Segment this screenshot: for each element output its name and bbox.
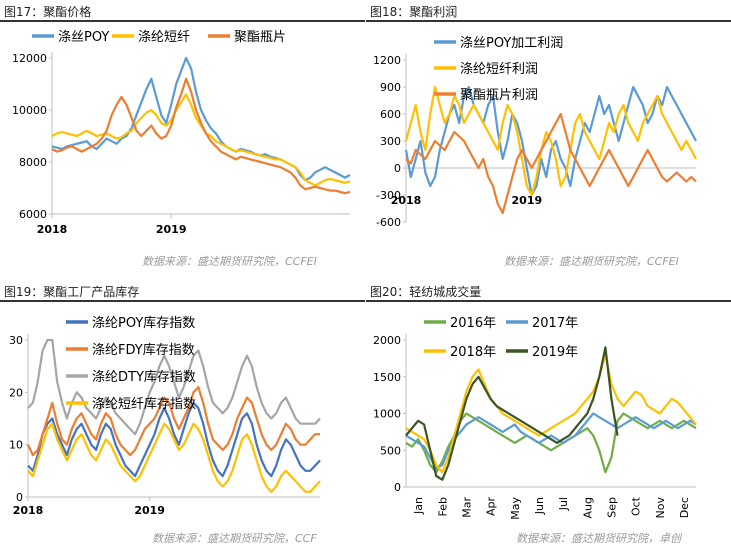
chart-panel-price: 图17：聚酯价格 6000 8000 10000 12000 2018 2019 涤丝POY…: [0, 0, 365, 270]
y-tick-label: 30: [9, 334, 23, 347]
y-tick-label: 0: [394, 162, 401, 175]
x-tick-label: Aug: [581, 497, 594, 518]
y-tick-label: 500: [380, 444, 401, 457]
chart-source: 数据来源：盛达期货研究院，卓创: [516, 532, 681, 545]
chart-svg: 6000 8000 10000 12000 2018 2019 涤丝POY 涤纶短纤 聚酯瓶片: [12, 30, 351, 236]
title-underline: [366, 300, 731, 302]
y-tick-label: 900: [380, 81, 401, 94]
legend-label: 涤纶短纤: [138, 30, 190, 45]
y-tick-label: 0: [394, 481, 401, 494]
legend-label: 2019年: [532, 345, 578, 360]
x-tick-label: Nov: [654, 497, 667, 519]
legend-label: 涤纶DTY库存指数: [92, 369, 196, 385]
chart-title: 图20：轻纺城成交量: [370, 285, 482, 299]
legend-label: 聚酯瓶片利润: [460, 88, 538, 103]
legend-label: 涤纶短纤库存指数: [92, 396, 196, 412]
x-tick-label: Oct: [630, 496, 643, 516]
x-tick-label: Dec: [678, 497, 691, 518]
title-underline: [366, 20, 731, 22]
chart-title: 图19：聚酯工厂产品库存: [4, 285, 140, 299]
x-tick-label: 2019: [134, 504, 165, 517]
legend-label: 2017年: [532, 316, 578, 331]
x-tick-label: Jun: [533, 497, 546, 515]
series-line: [405, 353, 697, 474]
legend-label: 涤丝POY: [58, 30, 109, 45]
y-tick-label: -600: [376, 216, 401, 229]
x-tick-label: May: [509, 497, 522, 520]
y-tick-label: 1200: [373, 54, 401, 67]
chart-svg: 0 10 20 30 2018 2019 涤纶POY库存指数涤纶FDY库存指数涤纶DTY库存…: [9, 315, 321, 517]
legend-label: 涤纶POY库存指数: [92, 315, 195, 331]
x-tick-label: Feb: [436, 497, 449, 516]
series-line: [51, 56, 351, 182]
title-underline: [0, 20, 365, 22]
x-tick-label: Mar: [460, 497, 473, 518]
y-tick-label: 20: [9, 386, 23, 399]
y-tick-label: 0: [16, 491, 23, 504]
chart-panel-inventory: 图19：聚酯工厂产品库存 0 10 20 30 2018 2019 涤纶POY库存指数 涤纶F…: [0, 280, 365, 547]
series-line: [405, 346, 619, 481]
legend-label: 2016年: [450, 316, 496, 331]
series-line: [51, 77, 351, 195]
y-tick-label: 300: [380, 135, 401, 148]
chart-title: 图17：聚酯价格: [4, 5, 92, 19]
title-underline: [0, 300, 365, 302]
x-tick-label: Jul: [557, 497, 570, 511]
x-tick-label: 2019: [156, 223, 187, 236]
y-tick-label: 8000: [19, 156, 47, 169]
series-line: [27, 422, 321, 493]
y-tick-label: 1000: [373, 408, 401, 421]
y-tick-label: 10: [9, 439, 23, 452]
x-tick-label: Sep: [605, 497, 618, 518]
series-line: [27, 401, 321, 478]
legend-label: 涤纶短纤利润: [460, 62, 538, 77]
series-line: [405, 112, 697, 215]
series-line: [404, 85, 697, 197]
series-line: [404, 85, 697, 197]
chart-title: 图18：聚酯利润: [370, 5, 458, 19]
y-tick-label: 600: [380, 108, 401, 121]
legend-label: 涤纶FDY库存指数: [92, 342, 195, 358]
x-tick-label: Apr: [485, 497, 498, 517]
x-tick-label: 2019: [512, 194, 543, 207]
legend-label: 2018年: [450, 345, 496, 360]
chart-source: 数据来源：盛达期货研究院，CCFEI: [142, 255, 317, 268]
y-tick-label: 1500: [373, 371, 401, 384]
chart-svg: -600 -300 0 300 600 900 1200 2018 2019 涤丝POY加工利润涤…: [373, 36, 697, 229]
chart-source: 数据来源：盛达期货研究院，CCF: [152, 532, 317, 545]
chart-panel-volume: 图20：轻纺城成交量 0 500 1000 1500 2000 Jan Feb Mar Apr M…: [366, 280, 731, 547]
y-tick-label: 2000: [373, 334, 401, 347]
chart-source: 数据来源：盛达期货研究院，CCFEI: [504, 255, 679, 268]
series-line: [27, 338, 321, 436]
x-tick-label: 2018: [391, 194, 422, 207]
x-tick-label: 2018: [13, 504, 44, 517]
y-tick-label: -300: [376, 189, 401, 202]
x-tick-label: Jan: [412, 497, 425, 515]
series-line: [27, 386, 320, 457]
x-tick-label: 2018: [37, 223, 68, 236]
y-tick-label: 10000: [12, 104, 47, 117]
series-line: [51, 93, 351, 187]
legend-label: 聚酯瓶片: [234, 30, 286, 45]
legend-label: 涤丝POY加工利润: [460, 36, 563, 51]
y-tick-label: 6000: [19, 208, 47, 221]
chart-panel-profit: 图18：聚酯利润 -600 -300 0 300 600 900 1200 2018 2019 涤…: [366, 0, 731, 270]
y-tick-label: 12000: [12, 52, 47, 65]
chart-svg: 0 500 1000 1500 2000 Jan Feb Mar Apr May Jun Jul Aug…: [373, 316, 697, 520]
